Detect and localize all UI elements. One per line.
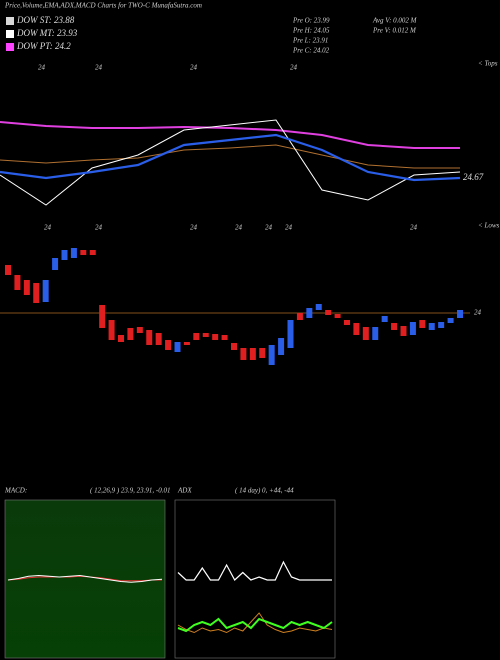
candle-body xyxy=(136,327,143,333)
candle-body xyxy=(231,343,237,350)
candle-body xyxy=(362,327,369,340)
candle-body xyxy=(381,316,388,322)
ema-line xyxy=(0,133,461,182)
candle-body xyxy=(23,280,30,295)
info-text: Pre H: 24.05 xyxy=(292,27,330,35)
lows-mark: 24 xyxy=(190,224,198,232)
ema-line xyxy=(0,119,461,206)
legend-swatch xyxy=(6,43,14,51)
legend-swatch xyxy=(6,30,14,38)
candle-body xyxy=(212,334,219,340)
legend-label: DOW PT: 24.2 xyxy=(16,41,71,51)
candle-body xyxy=(174,342,181,352)
legend-label: DOW ST: 23.88 xyxy=(16,15,75,25)
chart-title: Price,Volume,EMA,ADX,MACD Charts for TWO… xyxy=(4,2,202,10)
candle-body xyxy=(344,320,350,325)
adx-line xyxy=(177,560,332,581)
candle-body xyxy=(221,335,228,340)
candle-body xyxy=(457,310,463,318)
candle-body xyxy=(33,283,40,303)
candle-body xyxy=(193,333,200,340)
candle-body xyxy=(127,328,134,340)
lows-mark: 24 xyxy=(235,224,243,232)
info-text: Pre C: 24.02 xyxy=(292,47,330,55)
candle-body xyxy=(391,323,398,330)
plus-di-line xyxy=(177,617,333,633)
candle-body xyxy=(249,348,256,360)
level-label: 24 xyxy=(474,309,482,317)
candle-body xyxy=(325,310,332,315)
candle-body xyxy=(353,323,360,335)
candle-body xyxy=(419,320,426,328)
info-text: Pre V: 0.012 M xyxy=(372,27,417,35)
candle-body xyxy=(240,348,247,360)
tops-mark: 24 xyxy=(38,64,46,72)
macd-line xyxy=(7,574,163,583)
candle-body xyxy=(268,345,275,365)
lows-label: < Lows xyxy=(478,222,500,230)
ema-line xyxy=(0,144,460,169)
info-text: Avg V: 0.002 M xyxy=(372,17,418,25)
tops-mark: 24 xyxy=(95,64,103,72)
legend-swatch xyxy=(6,17,14,25)
candle-body xyxy=(296,313,303,320)
tops-mark: 24 xyxy=(290,64,298,72)
info-text: Pre L: 23.91 xyxy=(292,37,328,45)
candle-body xyxy=(447,318,454,323)
minus-di-line xyxy=(177,612,333,634)
candle-body xyxy=(183,342,190,345)
candle-body xyxy=(99,305,106,328)
macd-panel xyxy=(4,499,166,659)
candle-body xyxy=(118,335,124,342)
candle-body xyxy=(42,280,49,302)
candle-body xyxy=(287,320,294,348)
candle-body xyxy=(306,308,313,318)
candle-body xyxy=(400,326,407,336)
macd-label: MACD: xyxy=(4,487,27,495)
candle-body xyxy=(52,258,59,270)
info-text: Pre O: 23.99 xyxy=(292,17,330,25)
candle-body xyxy=(165,340,172,350)
candle-body xyxy=(80,250,87,255)
candle-body xyxy=(14,275,21,290)
legend-label: DOW MT: 23.93 xyxy=(16,28,78,38)
lows-mark: 24 xyxy=(410,224,418,232)
lows-mark: 24 xyxy=(265,224,273,232)
candle-body xyxy=(428,323,435,330)
candle-body xyxy=(372,327,379,340)
lows-mark: 24 xyxy=(44,224,52,232)
candle-body xyxy=(155,333,162,345)
adx-label: ADX xyxy=(177,487,192,495)
candle-body xyxy=(278,338,285,355)
last-value-label: 24.67 xyxy=(463,172,484,182)
macd-params: ( 12,26,9 ) 23.9, 23.91, -0.01 xyxy=(90,487,171,495)
ema-line xyxy=(0,121,460,149)
candle-body xyxy=(315,304,322,310)
lows-mark: 24 xyxy=(95,224,103,232)
candle-body xyxy=(89,250,96,255)
candle-body xyxy=(108,320,115,340)
candle-body xyxy=(409,322,416,335)
candle-body xyxy=(334,314,341,318)
candle-body xyxy=(5,265,11,275)
candle-body xyxy=(61,250,68,260)
candle-body xyxy=(70,248,77,258)
candle-body xyxy=(202,333,209,337)
candle-body xyxy=(146,330,153,345)
adx-params: ( 14 day) 0, +44, -44 xyxy=(235,487,294,495)
candle-body xyxy=(259,348,266,358)
lows-mark: 24 xyxy=(285,224,293,232)
tops-mark: 24 xyxy=(190,64,198,72)
candle-body xyxy=(438,322,445,328)
tops-label: < Tops xyxy=(478,60,498,68)
